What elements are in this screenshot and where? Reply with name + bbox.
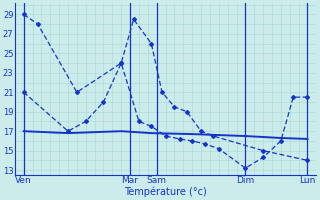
X-axis label: Température (°c): Température (°c) — [124, 187, 207, 197]
